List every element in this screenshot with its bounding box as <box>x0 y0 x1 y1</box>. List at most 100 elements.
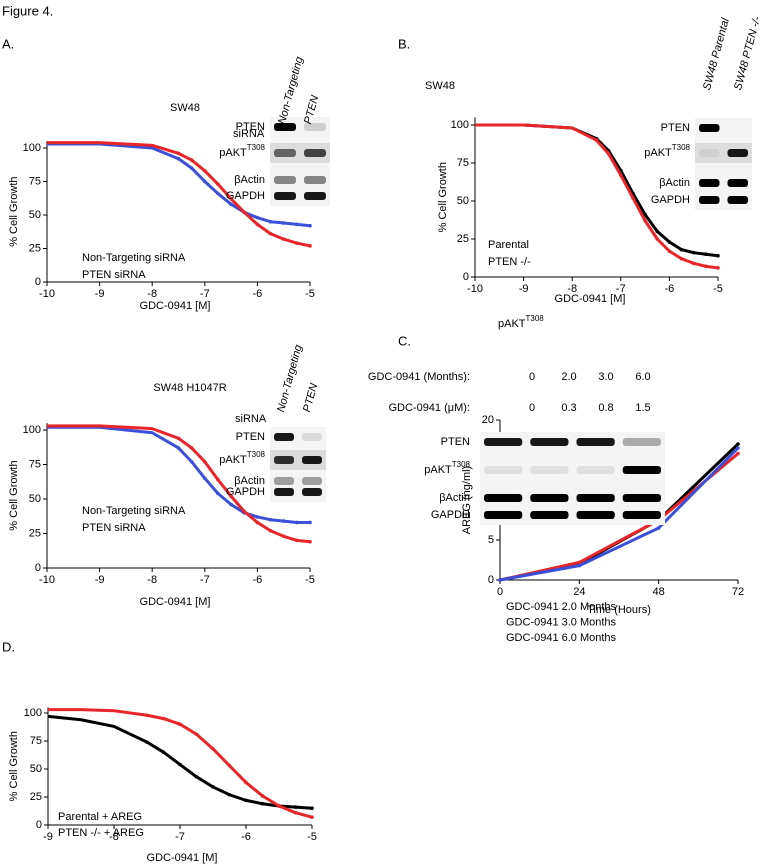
x-tick-label: -7 <box>175 831 185 843</box>
blot-header-label: GDC-0941 (Months): <box>368 371 470 383</box>
data-point <box>194 775 199 779</box>
data-point <box>656 526 661 530</box>
y-tick-label: 5 <box>488 534 494 546</box>
y-tick-label: 0 <box>35 276 41 288</box>
blot-band <box>484 466 523 474</box>
blot-band <box>274 149 296 157</box>
data-point <box>704 264 708 269</box>
data-point <box>310 815 314 819</box>
x-tick-label: -10 <box>39 288 55 300</box>
data-point <box>277 804 281 808</box>
data-point <box>229 494 233 499</box>
blot-band <box>576 438 615 446</box>
x-tick-label: -6 <box>241 831 251 843</box>
blot-band <box>530 466 569 474</box>
x-tick-label: -6 <box>665 283 675 295</box>
series-line <box>499 446 740 582</box>
blot-row-label: GAPDH <box>226 486 265 498</box>
blot-band <box>304 123 326 131</box>
y-axis-label: AREG (ng/ml) <box>461 466 473 534</box>
data-point <box>203 476 207 481</box>
data-point <box>736 451 740 456</box>
data-point <box>643 212 647 217</box>
blot-band <box>484 511 523 519</box>
data-point <box>189 459 194 464</box>
data-point <box>268 517 273 522</box>
blot-row-label: PTEN <box>441 436 470 448</box>
x-tick-label: -7 <box>200 288 210 300</box>
blot-strip <box>270 450 326 470</box>
y-tick-label: 50 <box>29 209 41 221</box>
data-point <box>643 218 647 223</box>
data-point <box>176 446 181 450</box>
data-point <box>178 762 182 767</box>
data-point <box>631 196 635 200</box>
blot-background <box>695 118 752 210</box>
data-point <box>295 222 299 227</box>
blot-band <box>576 511 615 519</box>
data-point <box>216 191 220 196</box>
label-sup: T308 <box>247 450 266 459</box>
x-axis-label: GDC-0941 [M] <box>140 596 211 608</box>
data-point <box>606 152 611 156</box>
y-tick-label: 100 <box>23 142 41 154</box>
x-tick-label: -7 <box>200 574 210 586</box>
stray-label: pAKTT308 <box>498 314 544 330</box>
data-point <box>145 713 149 718</box>
y-tick-label: 100 <box>24 707 42 719</box>
blot-band <box>699 124 720 132</box>
y-axis-label: % Cell Growth <box>8 731 20 801</box>
data-point <box>293 810 298 815</box>
x-tick-label: -6 <box>253 288 263 300</box>
legend-label: GDC-0941 2.0 Months <box>506 601 617 613</box>
blot-band <box>302 488 322 496</box>
blot-band <box>699 179 720 187</box>
blot-band <box>304 192 326 200</box>
legend-label: Parental + AREG <box>58 811 142 823</box>
data-point <box>577 563 582 568</box>
blot-header-label: GDC-0941 (μM): <box>388 402 470 414</box>
data-point <box>308 520 312 525</box>
blot-band <box>727 179 748 187</box>
blot-row-label: PTEN <box>661 122 690 134</box>
x-axis-label: GDC-0941 [M] <box>147 852 218 864</box>
data-point <box>498 578 502 582</box>
blot-header-value: 0 <box>529 402 535 414</box>
x-axis-label: GDC-0941 [M] <box>555 293 626 305</box>
y-tick-label: 50 <box>29 493 41 505</box>
data-point <box>577 560 582 565</box>
data-point <box>594 138 599 142</box>
label-main: pAKT <box>219 454 247 466</box>
blot-row-label: PTEN <box>236 431 265 443</box>
x-tick-label: -5 <box>305 574 315 586</box>
x-tick-label: -8 <box>147 574 157 586</box>
data-point <box>244 780 248 785</box>
blot-header-value: 0.8 <box>598 402 613 414</box>
legend-label: Non-Targeting siRNA <box>82 252 186 264</box>
data-point <box>260 794 265 798</box>
y-tick-label: 25 <box>29 242 41 254</box>
blot-header-value: 0.3 <box>561 402 576 414</box>
data-point <box>281 534 286 539</box>
data-point <box>667 249 672 253</box>
panel-label: D. <box>2 639 15 654</box>
blot-background <box>480 432 665 525</box>
blot-band <box>484 494 523 502</box>
blot-band <box>576 466 615 474</box>
x-tick-label: -9 <box>95 574 105 586</box>
label-main: pAKT <box>498 318 526 330</box>
y-tick-label: 50 <box>30 763 42 775</box>
x-tick-label: -5 <box>307 831 317 843</box>
data-point <box>308 244 312 248</box>
data-point <box>211 747 215 751</box>
label-sup: T308 <box>526 314 545 323</box>
data-point <box>176 436 181 441</box>
label-main: pAKT <box>219 147 247 159</box>
chart-title: SW48 <box>425 80 455 92</box>
y-tick-label: 75 <box>30 735 42 747</box>
blot-strip <box>695 143 752 163</box>
panel-label: C. <box>398 333 411 348</box>
data-point <box>260 801 265 806</box>
blot-header-value: 3.0 <box>598 371 613 383</box>
y-tick-label: 100 <box>451 119 469 131</box>
